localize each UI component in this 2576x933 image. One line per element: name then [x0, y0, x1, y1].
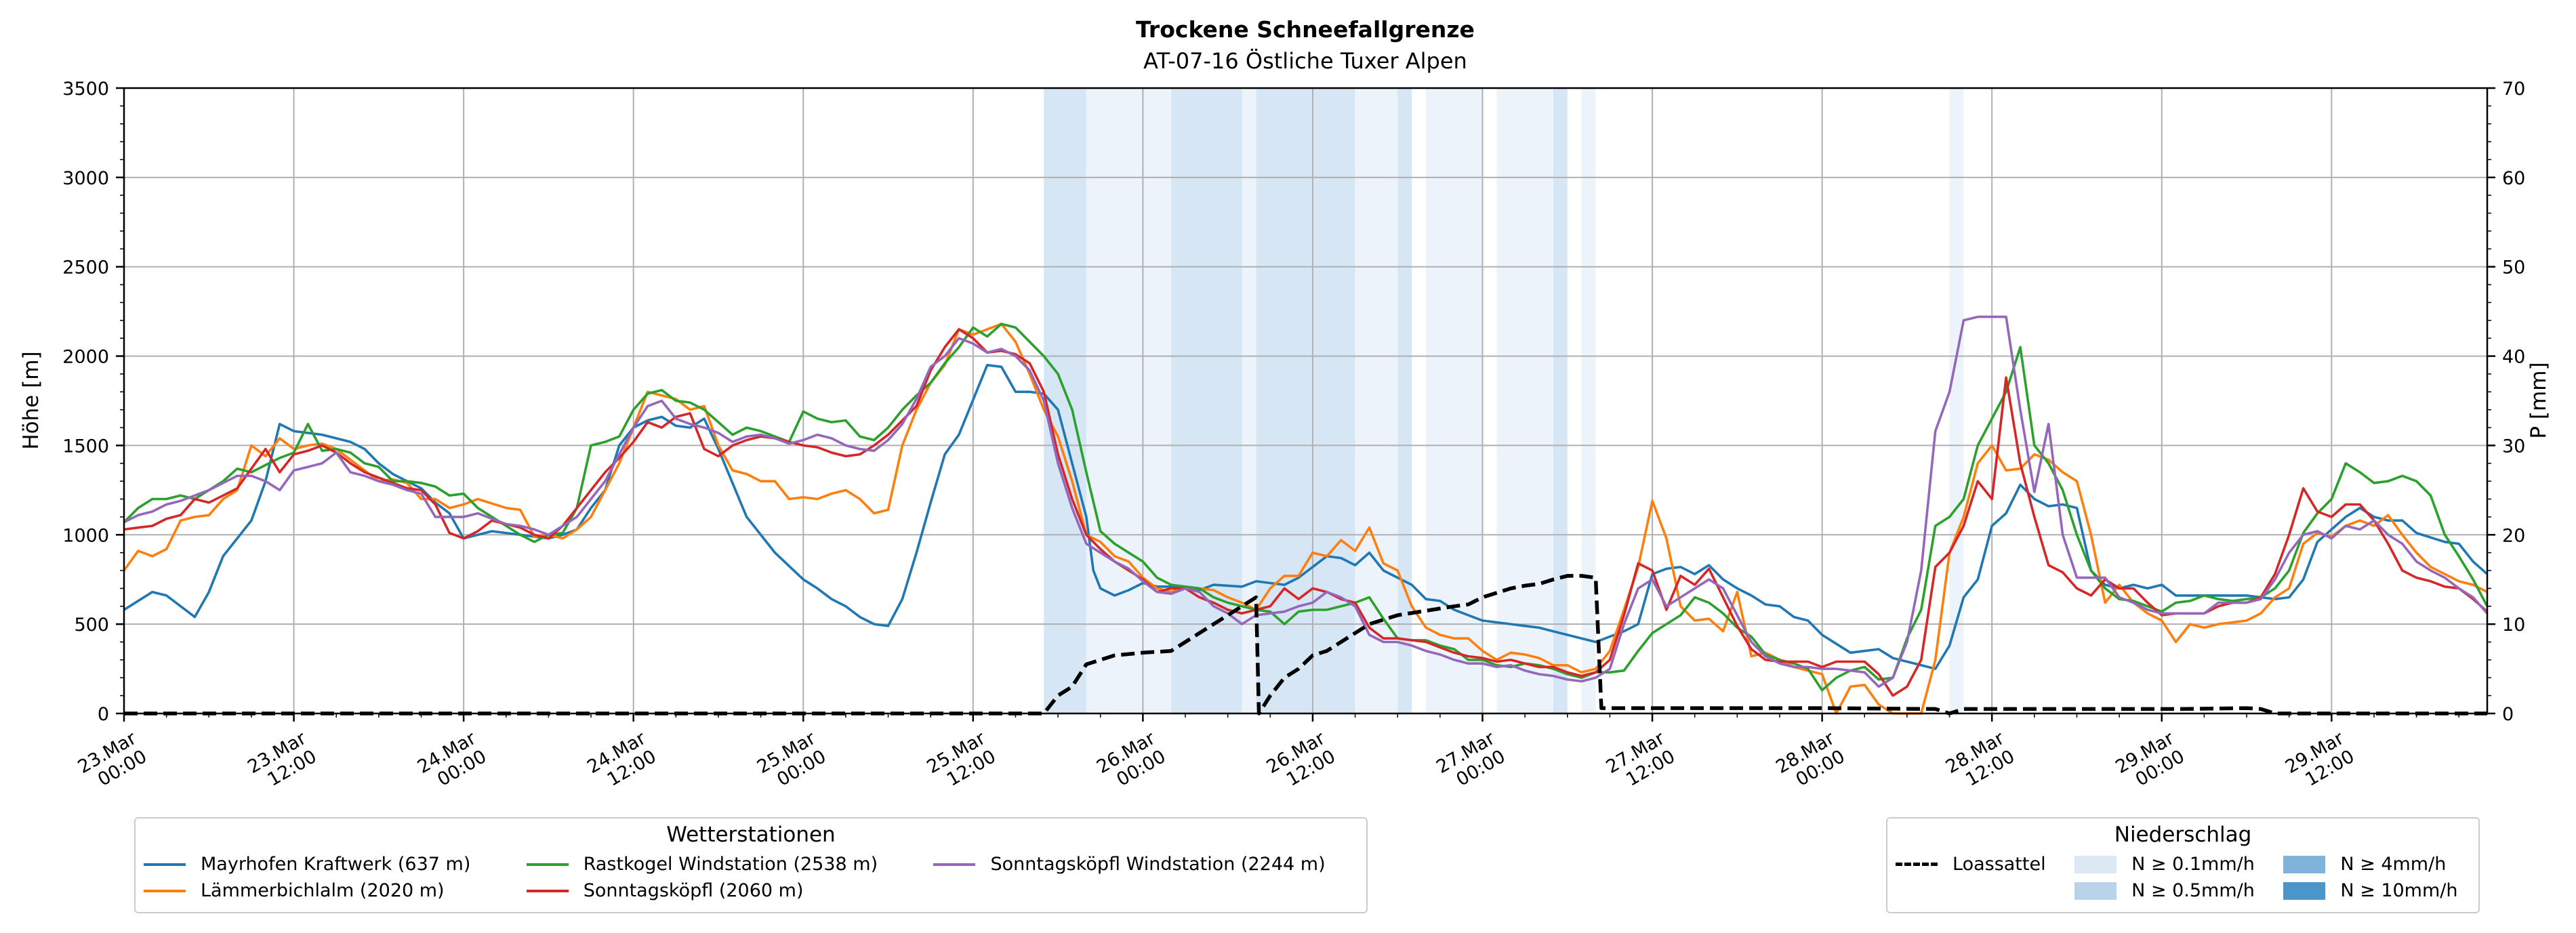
legend-item-n10: N ≥ 10mm/h	[2283, 880, 2466, 901]
legend-label: N ≥ 4mm/h	[2340, 854, 2447, 875]
precip-band	[1157, 88, 1172, 713]
legend-label: Rastkogel Windstation (2538 m)	[583, 854, 878, 875]
precip-bands	[1044, 88, 1964, 713]
precip-band	[1425, 88, 1483, 713]
legend-item-sonntagskoepfl-wind: Sonntagsköpfl Windstation (2244 m)	[933, 854, 1354, 875]
legend-label: Sonntagsköpfl Windstation (2244 m)	[990, 854, 1326, 875]
y2-tick-label: 40	[2502, 347, 2525, 368]
y2-tick-label: 30	[2502, 436, 2525, 457]
y2-axis-title: P [mm]	[2527, 362, 2551, 438]
legend-item-rastkogel: Rastkogel Windstation (2538 m)	[526, 854, 907, 875]
legend-swatch	[526, 863, 569, 866]
y2-tick-label: 0	[2502, 704, 2514, 725]
legend-swatch	[933, 863, 976, 866]
loassattel-series	[124, 574, 2487, 716]
y2-tick-label: 20	[2502, 525, 2525, 546]
precip-band	[1496, 88, 1553, 713]
legend-item-n01: N ≥ 0.1mm/h	[2074, 854, 2263, 875]
legend-label: N ≥ 0.5mm/h	[2131, 880, 2255, 901]
legend-label: Loassattel	[1953, 854, 2046, 875]
precip-band	[1256, 88, 1355, 713]
series-line-0	[123, 363, 2489, 670]
series-line-1	[123, 323, 2488, 715]
series-line-4	[123, 315, 2489, 688]
y2-tick-label: 50	[2502, 257, 2525, 278]
legend-swatch	[2283, 855, 2326, 873]
legend-label: Lämmerbichlalm (2020 m)	[201, 880, 445, 901]
y-tick-label: 500	[74, 615, 109, 636]
legend-swatch	[1896, 863, 1938, 866]
precip-band	[1242, 88, 1256, 713]
y-tick-label: 2000	[62, 347, 109, 368]
legend-item-loassattel: Loassattel	[1896, 854, 2054, 875]
chart-subtitle: AT-07-16 Östliche Tuxer Alpen	[1143, 48, 1467, 74]
legend-stations-title: Wetterstationen	[666, 823, 836, 847]
precip-band	[1086, 88, 1158, 713]
legend-stations: Wetterstationen Mayrhofen Kraftwerk (637…	[134, 817, 1368, 913]
legend-item-spacer	[1896, 880, 2054, 901]
axis-ticks: 0 500 1000 1500 2000 2500 3000 3500 0 10 20 30 40 50 6…	[62, 79, 2525, 791]
legend-item-sonntagskoepfl: Sonntagsköpfl (2060 m)	[526, 880, 907, 901]
y-tick-label: 3000	[62, 168, 109, 189]
legend-item-n4: N ≥ 4mm/h	[2283, 854, 2466, 875]
loassattel-line	[124, 574, 2487, 716]
legend-swatch	[2283, 882, 2326, 900]
legend-swatch	[2074, 882, 2117, 900]
y-tick-label: 2500	[62, 257, 109, 278]
legend-swatch	[144, 889, 186, 892]
legend-swatch	[144, 863, 186, 866]
legend-swatch	[526, 889, 569, 892]
legend-label: N ≥ 10mm/h	[2340, 880, 2458, 901]
precip-band	[1171, 88, 1242, 713]
legend-label: Sonntagsköpfl (2060 m)	[583, 880, 804, 901]
series-line-3	[123, 328, 2489, 697]
y-axis-title: Höhe [m]	[19, 351, 43, 449]
y2-tick-label: 60	[2502, 168, 2525, 189]
y-tick-label: 1500	[62, 436, 109, 457]
precip-band	[1397, 88, 1412, 713]
y2-tick-label: 10	[2502, 615, 2525, 636]
legend-item-n05: N ≥ 0.5mm/h	[2074, 880, 2263, 901]
y-tick-label: 1000	[62, 525, 109, 546]
station-series	[123, 315, 2489, 715]
y-tick-label: 0	[98, 704, 109, 725]
legend-precip: Niederschlag Loassattel N ≥ 0.1mm/h N ≥ …	[1886, 817, 2480, 913]
legend-label: N ≥ 0.1mm/h	[2131, 854, 2255, 875]
precip-band	[1581, 88, 1596, 713]
chart-title: Trockene Schneefallgrenze	[1136, 16, 1475, 43]
y-tick-label: 3500	[62, 79, 109, 100]
y2-tick-label: 70	[2502, 79, 2525, 100]
legend-label: Mayrhofen Kraftwerk (637 m)	[201, 854, 471, 875]
precip-band	[1949, 88, 1964, 713]
plot-frame	[123, 87, 2489, 715]
legend-precip-title: Niederschlag	[2114, 823, 2252, 847]
legend-item-laemmerbichlalm: Lämmerbichlalm (2020 m)	[144, 880, 499, 901]
precip-band	[1553, 88, 1568, 713]
legend-swatch	[2074, 855, 2117, 873]
legend-item-mayrhofen: Mayrhofen Kraftwerk (637 m)	[144, 854, 499, 875]
